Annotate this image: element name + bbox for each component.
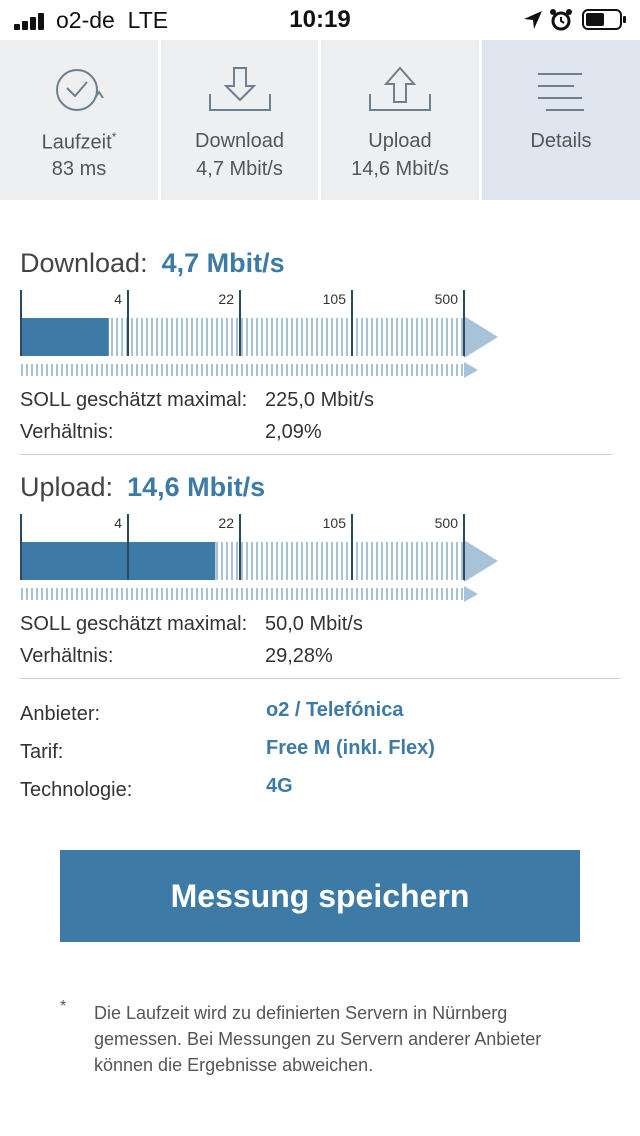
status-bar: o2-de LTE 10:19: [0, 0, 640, 40]
tab-upload-label: Upload: [368, 130, 432, 152]
tab-upload-value: 14,6 Mbit/s: [351, 158, 449, 180]
download-value: 4,7 Mbit/s: [161, 248, 285, 278]
tariff-value: Free M (inkl. Flex): [266, 737, 435, 759]
download-heading: Download: 4,7 Mbit/s: [20, 248, 285, 278]
tab-download-value: 4,7 Mbit/s: [196, 158, 283, 180]
scale-arrow: [464, 540, 498, 582]
download-ratio-value: 2,09%: [265, 421, 322, 443]
measured-speed-bar: [20, 542, 216, 580]
download-soll-label: SOLL geschätzt maximal:: [20, 389, 248, 411]
carrier-label: o2-de LTE: [56, 7, 169, 33]
upload-soll-label: SOLL geschätzt maximal:: [20, 613, 248, 635]
timer-icon: [56, 69, 104, 111]
footnote-text: Die Laufzeit wird zu definierten Servern…: [94, 1003, 542, 1075]
clock: 10:19: [289, 6, 351, 33]
upload-icon: [369, 66, 431, 111]
measured-speed-bar: [20, 318, 109, 356]
scale-tick-label: 22: [218, 515, 234, 531]
tab-download-label: Download: [195, 130, 284, 152]
tab-upload[interactable]: Upload 14,6 Mbit/s: [321, 40, 479, 200]
tab-laufzeit[interactable]: Laufzeit* 83 ms: [0, 40, 158, 200]
battery-icon: [582, 9, 626, 30]
scale-tick-label: 500: [435, 515, 459, 531]
tab-details[interactable]: Details: [482, 40, 640, 200]
upload-heading: Upload: 14,6 Mbit/s: [20, 472, 266, 502]
divider: [20, 678, 620, 679]
divider: [20, 454, 612, 455]
scale-tick-label: 105: [323, 515, 347, 531]
upload-soll-value: 50,0 Mbit/s: [265, 613, 363, 635]
tab-laufzeit-label: Laufzeit*: [41, 130, 117, 154]
scale-tick-label: 22: [218, 291, 234, 307]
save-measurement-button[interactable]: Messung speichern: [60, 850, 580, 942]
technology-value: 4G: [266, 775, 293, 797]
network-type: LTE: [127, 7, 169, 33]
tab-details-label: Details: [530, 130, 592, 152]
upload-ratio-value: 29,28%: [265, 645, 333, 667]
scale-tick-label: 4: [114, 515, 122, 531]
provider-value: o2 / Telefónica: [266, 699, 404, 721]
download-soll-value: 225,0 Mbit/s: [265, 389, 374, 411]
download-gauge: 4 22 105 500: [20, 290, 498, 378]
provider-label: Anbieter:: [20, 703, 101, 725]
scale-tick-label: 4: [114, 291, 122, 307]
scale-arrow: [464, 362, 478, 378]
scale-tick-label: 500: [435, 291, 459, 307]
tab-download[interactable]: Download 4,7 Mbit/s: [161, 40, 318, 200]
scale-arrow: [464, 586, 478, 602]
signal-strength-icon: [14, 12, 50, 30]
location-arrow-icon: [524, 11, 542, 29]
technology-label: Technologie:: [20, 779, 133, 801]
footnote-mark: *: [60, 998, 67, 1015]
download-ratio-label: Verhältnis:: [20, 421, 114, 443]
upload-value: 14,6 Mbit/s: [127, 472, 266, 502]
list-icon: [538, 73, 584, 111]
download-icon: [208, 67, 271, 111]
scale-arrow: [464, 316, 498, 358]
upload-ratio-label: Verhältnis:: [20, 645, 114, 667]
scale-tick-label: 105: [323, 291, 347, 307]
result-tab-bar: Laufzeit* 83 ms Download 4,7 Mbit/s Uplo…: [0, 40, 640, 200]
tab-laufzeit-value: 83 ms: [51, 158, 107, 180]
tariff-label: Tarif:: [20, 741, 64, 763]
alarm-clock-icon: [550, 9, 572, 31]
upload-gauge: 4 22 105 500: [20, 514, 498, 602]
